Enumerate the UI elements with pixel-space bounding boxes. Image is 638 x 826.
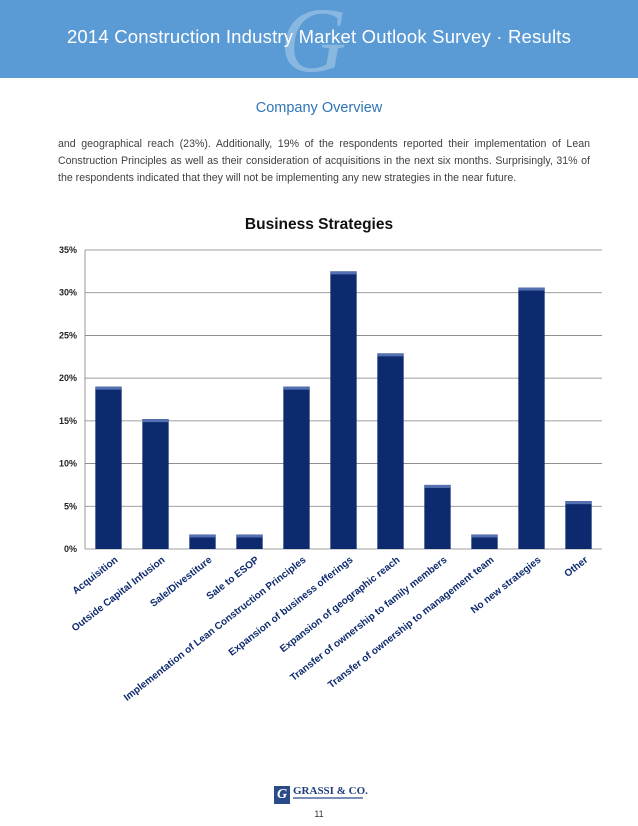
bar [565,501,592,549]
y-tick-label: 5% [64,501,77,511]
y-tick-label: 0% [64,544,77,554]
bar-highlight [377,353,404,357]
bar-highlight [236,534,263,538]
logo-tagline-bar [293,797,363,799]
page-title: 2014 Construction Industry Market Outloo… [66,26,572,47]
page-header: G 2014 Construction Industry Market Outl… [0,0,638,78]
y-tick-label: 25% [59,330,77,340]
bar [471,534,498,549]
bar [283,386,310,549]
logo-text: GRASSI & CO. [293,785,368,797]
chart-title: Business Strategies [244,216,394,233]
body-paragraph: and geographical reach (23%). Additional… [58,138,590,184]
company-logo: G GRASSI & CO. [274,785,368,804]
y-tick-label: 30% [59,288,77,298]
bar [330,271,357,549]
watermark-logo: G [280,0,347,78]
bar [95,386,122,549]
bar [142,419,169,549]
bar-highlight [189,534,216,538]
bar-highlight [518,287,545,291]
bar-highlight [565,501,592,505]
x-category-label: Outside Capital Infusion [70,555,167,634]
y-tick-label: 20% [59,373,77,383]
y-tick-label: 10% [59,459,77,469]
y-tick-label: 15% [59,416,77,426]
bar-highlight [142,419,169,423]
bar [236,534,263,549]
page-number: 11 [314,809,324,819]
x-category-label: Acquisition [71,555,121,597]
bar [377,353,404,549]
x-category-label: Transfer of ownership to management team [326,555,496,691]
bar-highlight [330,271,357,275]
section-title: Company Overview [255,100,383,116]
bar-highlight [471,534,498,538]
bar-highlight [424,484,451,488]
bar-highlight [283,386,310,390]
bar [518,287,545,549]
bar-highlight [95,386,122,390]
bar [424,484,451,549]
x-category-label: Other [563,555,591,580]
y-tick-label: 35% [59,245,77,255]
bar [189,534,216,549]
business-strategies-chart: 0% 5% 10% 15% 20% 25% 30% 35% AcquisitionOutsid… [59,245,602,704]
logo-mark: G [274,786,290,804]
